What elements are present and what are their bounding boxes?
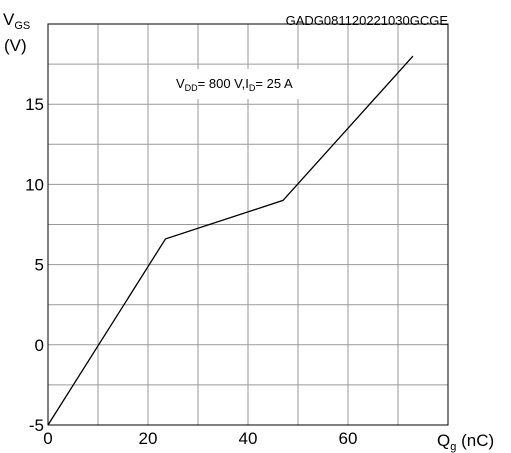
annotation-box <box>168 69 346 99</box>
x-axis-label-unit: (nC) <box>456 431 494 450</box>
annotation: VDD= 800 V,ID= 25 A <box>168 69 346 99</box>
plot-frame <box>47 23 449 426</box>
y-axis-label-sub: GS <box>14 20 30 32</box>
y-tick-label: 10 <box>25 175 44 194</box>
y-axis-label-main: V <box>3 10 15 29</box>
y-tick-label: 5 <box>35 256 44 275</box>
x-axis-label: Qg (nC) <box>437 431 494 453</box>
annotation-vdd-main: V <box>176 76 185 91</box>
y-tick-label: 0 <box>35 336 44 355</box>
x-tick-label: 60 <box>339 429 358 448</box>
annotation-id-sub: D <box>249 83 256 93</box>
x-tick-label: 0 <box>43 429 52 448</box>
annotation-text: VDD= 800 V,ID= 25 A <box>176 76 293 93</box>
y-tick-label: 15 <box>25 95 44 114</box>
annotation-vdd-rest: = 800 V,I <box>198 76 249 91</box>
grid <box>48 24 448 425</box>
x-axis-label-main: Q <box>437 431 450 450</box>
y-axis-label: VGS <box>3 10 30 32</box>
chart-code: GADG081120221030GCGE <box>286 13 449 28</box>
annotation-id-rest: = 25 A <box>255 76 293 91</box>
y-tick-label: -5 <box>29 416 44 435</box>
series-line <box>47 55 414 426</box>
annotation-vdd-sub: DD <box>185 83 198 93</box>
x-axis-label-sub: g <box>450 441 456 453</box>
x-tick-label: 40 <box>239 429 258 448</box>
x-tick-label: 20 <box>139 429 158 448</box>
y-axis-unit: (V) <box>4 36 27 55</box>
